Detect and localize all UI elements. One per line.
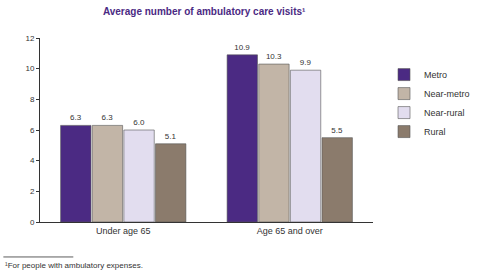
svg-text:5.1: 5.1	[165, 132, 177, 141]
svg-text:6.3: 6.3	[70, 113, 82, 122]
svg-text:Near-metro: Near-metro	[424, 89, 470, 99]
svg-text:4: 4	[30, 156, 35, 165]
svg-text:5.5: 5.5	[331, 126, 343, 135]
svg-text:Metro: Metro	[424, 70, 447, 80]
svg-text:10: 10	[25, 64, 34, 73]
svg-text:Near-rural: Near-rural	[424, 108, 465, 118]
svg-text:6.0: 6.0	[133, 118, 145, 127]
svg-text:0: 0	[30, 218, 35, 227]
svg-text:Average number of ambulatory c: Average number of ambulatory care visits…	[103, 6, 306, 17]
svg-text:8: 8	[30, 95, 35, 104]
svg-text:¹For people with ambulatory ex: ¹For people with ambulatory expenses.	[5, 261, 143, 270]
svg-text:2: 2	[30, 187, 35, 196]
svg-text:6: 6	[30, 126, 35, 135]
svg-text:6.3: 6.3	[102, 113, 114, 122]
svg-text:Under age 65: Under age 65	[96, 226, 151, 236]
svg-text:10.9: 10.9	[234, 43, 250, 52]
svg-text:Age 65 and over: Age 65 and over	[257, 226, 323, 236]
svg-text:10.3: 10.3	[266, 52, 282, 61]
svg-text:9.9: 9.9	[300, 58, 312, 67]
svg-text:Rural: Rural	[424, 127, 446, 137]
svg-text:12: 12	[25, 34, 34, 43]
